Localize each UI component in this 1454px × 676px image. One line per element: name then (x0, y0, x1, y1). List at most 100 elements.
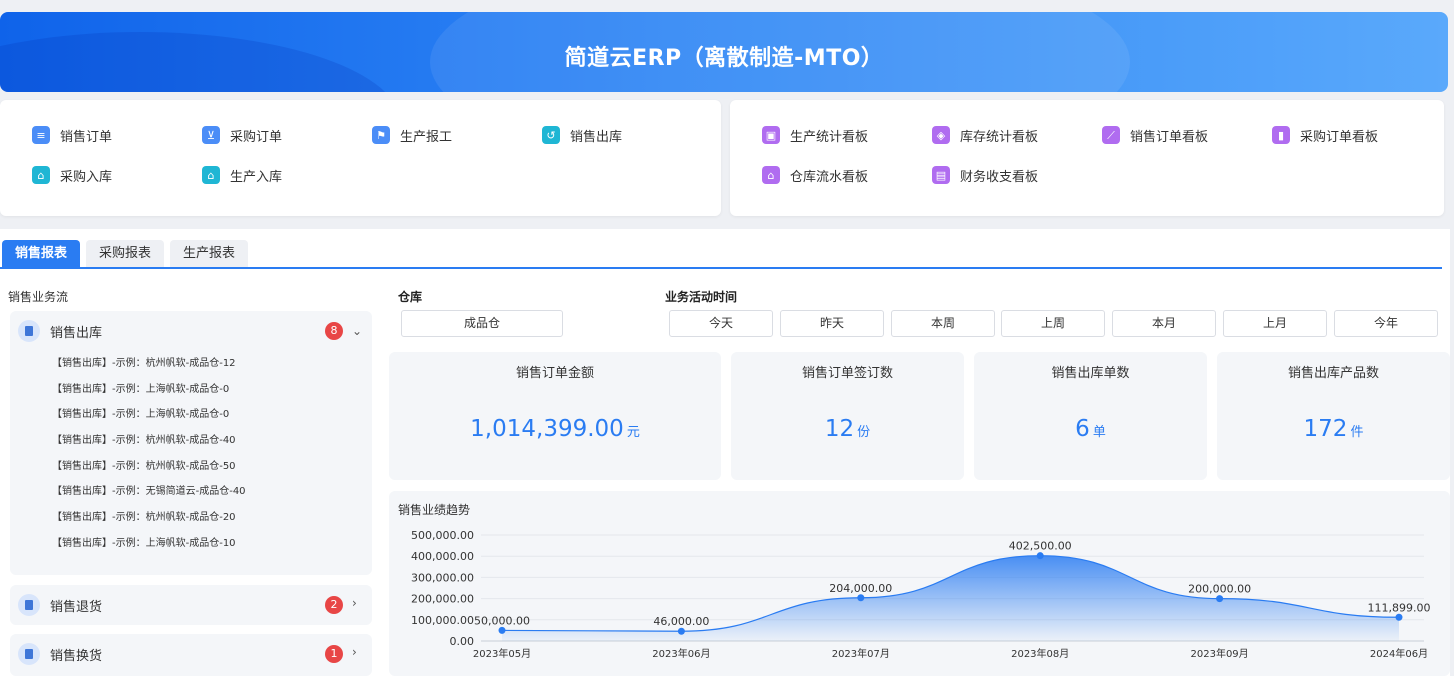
quick-item-purchase-order[interactable]: ⊻ 采购订单 (202, 125, 282, 145)
data-point[interactable] (498, 626, 506, 634)
count-badge: 8 (325, 322, 343, 340)
flow-group-label: 销售换货 (50, 648, 103, 664)
quick-item-label: 采购订单看板 (1300, 129, 1379, 145)
quick-item-sales-order[interactable]: ≡ 销售订单 (32, 125, 112, 145)
list-item[interactable]: 【销售出库】-示例：上海帆软-成品仓-0 (52, 384, 230, 395)
list-item[interactable]: 【销售出库】-示例：上海帆软-成品仓-10 (52, 538, 236, 549)
report-tabs: 销售报表 采购报表 生产报表 (2, 240, 249, 268)
quick-item-label: 销售出库 (570, 129, 623, 145)
chevron-down-icon[interactable]: ⌄ (352, 324, 363, 338)
flow-group-header[interactable]: 销售退货 (18, 594, 102, 616)
data-label: 204,000.00 (829, 582, 892, 595)
quick-item-sales-outbound[interactable]: ↺ 销售出库 (542, 125, 622, 145)
quick-item-label: 采购入库 (60, 169, 113, 185)
y-tick-label: 500,000.00 (411, 529, 474, 542)
y-tick-label: 400,000.00 (411, 550, 474, 563)
time-option-last-month[interactable]: 上月 (1223, 310, 1327, 337)
quick-item-label: 生产入库 (230, 169, 283, 185)
time-option-this-month[interactable]: 本月 (1112, 310, 1216, 337)
x-tick-label: 2023年06月 (652, 647, 710, 660)
document-icon (18, 594, 40, 616)
series-line (501, 555, 1400, 632)
kpi-card-outbound-products: 销售出库产品数 172 件 (1217, 352, 1450, 480)
series-area (502, 555, 1399, 641)
list-item[interactable]: 【销售出库】-示例：无锡简道云-成品仓-40 (52, 486, 246, 497)
flow-group-sales-exchange[interactable] (10, 634, 372, 676)
list-item[interactable]: 【销售出库】-示例：杭州帆软-成品仓-50 (52, 461, 236, 472)
kpi-card-order-count: 销售订单签订数 12 份 (731, 352, 964, 480)
quick-item-purchase-inbound[interactable]: ⌂ 采购入库 (32, 165, 112, 185)
quick-item-production-inbound[interactable]: ⌂ 生产入库 (202, 165, 282, 185)
quick-item-sales-order-dashboard[interactable]: ⟋ 销售订单看板 (1102, 125, 1208, 145)
x-tick-label: 2023年07月 (832, 647, 890, 660)
chart-title: 销售业绩趋势 (398, 503, 471, 517)
quick-item-finance-dashboard[interactable]: ▤ 财务收支看板 (932, 165, 1038, 185)
dashboard-icon: ▣ (762, 126, 780, 144)
y-tick-label: 0.00 (450, 635, 475, 648)
chart-svg: 0.00 100,000.00 200,000.00 300,000.00 400,00… (411, 529, 1430, 660)
chevron-right-icon[interactable]: › (352, 596, 357, 610)
kpi-card-order-amount: 销售订单金额 1,014,399.00 元 (389, 352, 721, 480)
dashboard-links-panel: ▣ 生产统计看板 ◈ 库存统计看板 ⟋ 销售订单看板 ▮ 采购订单看板 ⌂ 仓库… (730, 100, 1444, 216)
sales-trend-chart: 销售业绩趋势 0.00 100,000.00 200,000.00 300,000.0… (389, 491, 1450, 676)
tab-purchase-report[interactable]: 采购报表 (86, 240, 165, 268)
kpi-unit: 件 (1350, 425, 1364, 440)
list-item[interactable]: 【销售出库】-示例：杭州帆软-成品仓-40 (52, 435, 236, 446)
y-tick-label: 100,000.00 (411, 614, 474, 627)
tab-underline (0, 267, 1442, 269)
flow-group-sales-outbound (10, 311, 372, 575)
kpi-value: 172 (1303, 416, 1348, 442)
count-badge: 1 (325, 645, 343, 663)
quick-item-label: 库存统计看板 (960, 129, 1039, 145)
quick-item-inventory-dashboard[interactable]: ◈ 库存统计看板 (932, 125, 1038, 145)
data-point[interactable] (1036, 552, 1044, 560)
kpi-unit: 单 (1092, 425, 1106, 440)
banner-wave (430, 12, 1130, 92)
time-filter-label: 业务活动时间 (665, 290, 738, 304)
app-title: 简道云ERP（离散制造-MTO） (564, 46, 884, 71)
flow-group-header[interactable]: 销售换货 (18, 643, 102, 665)
inbound-icon: ⌂ (32, 166, 50, 184)
quick-item-purchase-order-dashboard[interactable]: ▮ 采购订单看板 (1272, 125, 1378, 145)
kpi-value-wrap: 172 件 (1217, 416, 1450, 442)
quick-item-production-dashboard[interactable]: ▣ 生产统计看板 (762, 125, 868, 145)
warehouse-select[interactable]: 成品仓 (401, 310, 563, 337)
data-label: 402,500.00 (1009, 540, 1072, 553)
data-point[interactable] (677, 627, 685, 635)
data-label: 46,000.00 (653, 615, 709, 628)
list-item[interactable]: 【销售出库】-示例：上海帆软-成品仓-0 (52, 409, 230, 420)
quick-item-warehouse-flow-dashboard[interactable]: ⌂ 仓库流水看板 (762, 165, 868, 185)
time-option-today[interactable]: 今天 (669, 310, 773, 337)
quick-item-label: 销售订单看板 (1130, 129, 1209, 145)
chevron-right-icon[interactable]: › (352, 645, 357, 659)
data-label: 200,000.00 (1188, 583, 1251, 596)
warehouse-icon: ⌂ (762, 166, 780, 184)
document-icon (18, 643, 40, 665)
y-tick-label: 300,000.00 (411, 571, 474, 584)
flow-group-header[interactable]: 销售出库 (18, 320, 102, 342)
quick-item-label: 采购订单 (230, 129, 283, 145)
quick-item-label: 生产报工 (400, 129, 453, 145)
time-option-this-year[interactable]: 今年 (1334, 310, 1438, 337)
kpi-value-wrap: 1,014,399.00 元 (389, 416, 721, 442)
data-point[interactable] (857, 594, 865, 602)
list-item[interactable]: 【销售出库】-示例：杭州帆软-成品仓-20 (52, 512, 236, 523)
finance-icon: ▤ (932, 166, 950, 184)
time-option-yesterday[interactable]: 昨天 (780, 310, 884, 337)
tab-sales-report[interactable]: 销售报表 (2, 240, 81, 268)
time-option-last-week[interactable]: 上周 (1001, 310, 1105, 337)
flow-group-sales-return[interactable] (10, 585, 372, 625)
tab-production-report[interactable]: 生产报表 (170, 240, 249, 268)
time-option-this-week[interactable]: 本周 (891, 310, 995, 337)
document-icon (18, 320, 40, 342)
quick-item-production-report[interactable]: ⚑ 生产报工 (372, 125, 452, 145)
data-point[interactable] (1216, 595, 1224, 603)
data-point[interactable] (1395, 613, 1403, 621)
list-item[interactable]: 【销售出库】-示例：杭州帆软-成品仓-12 (52, 358, 236, 369)
kpi-title: 销售订单金额 (515, 366, 594, 381)
bar-chart-icon: ▮ (1272, 126, 1290, 144)
cube-icon: ◈ (932, 126, 950, 144)
x-tick-label: 2024年06月 (1370, 647, 1428, 660)
data-label: 50,000.00 (474, 614, 530, 627)
